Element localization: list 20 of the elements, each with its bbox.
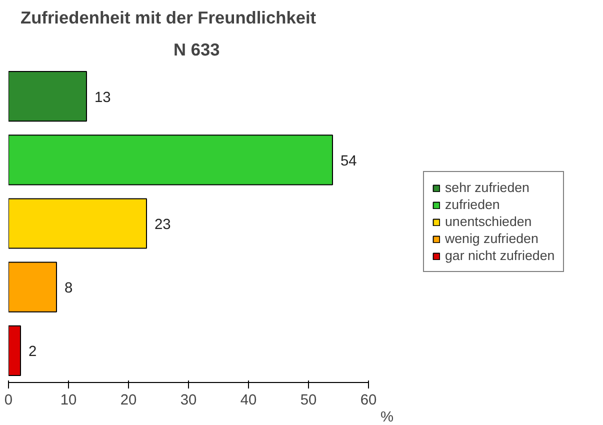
- x-tick-label: 10: [60, 392, 77, 408]
- x-tick-label: 40: [240, 392, 257, 408]
- data-label: 8: [64, 280, 73, 297]
- data-label: 2: [28, 344, 37, 360]
- chart-title: Zufriedenheit mit der Freundlichkeit: [20, 8, 316, 28]
- data-label: 13: [94, 90, 111, 106]
- legend-label: gar nicht zufrieden: [445, 248, 555, 263]
- x-tick-label: 20: [120, 392, 137, 408]
- data-label: 23: [154, 217, 171, 233]
- legend-label: wenig zufrieden: [445, 231, 538, 246]
- legend-label: sehr zufrieden: [445, 180, 530, 195]
- x-axis-title: %: [380, 410, 394, 425]
- x-tick-label: 50: [300, 392, 317, 408]
- legend-label: zufrieden: [445, 197, 500, 212]
- chart-subtitle: N 633: [174, 40, 220, 60]
- legend-label: unentschieden: [445, 214, 532, 229]
- x-tick-label: 60: [360, 392, 377, 408]
- x-tick-label: 30: [180, 392, 197, 408]
- x-tick-label: 0: [4, 392, 13, 408]
- data-label: 54: [340, 153, 357, 170]
